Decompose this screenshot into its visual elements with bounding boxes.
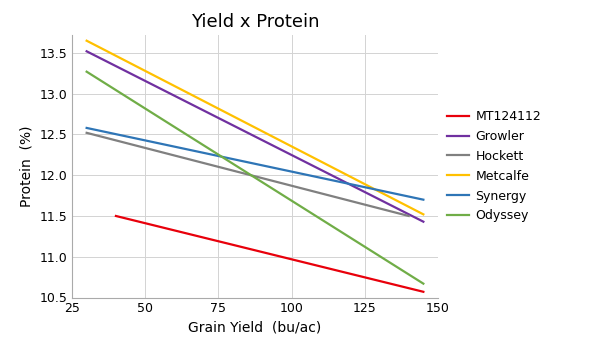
Legend: MT124112, Growler, Hockett, Metcalfe, Synergy, Odyssey: MT124112, Growler, Hockett, Metcalfe, Sy… [444, 107, 544, 225]
Title: Yield x Protein: Yield x Protein [191, 13, 319, 31]
X-axis label: Grain Yield  (bu/ac): Grain Yield (bu/ac) [188, 321, 322, 335]
Y-axis label: Protein  (%): Protein (%) [20, 126, 34, 207]
